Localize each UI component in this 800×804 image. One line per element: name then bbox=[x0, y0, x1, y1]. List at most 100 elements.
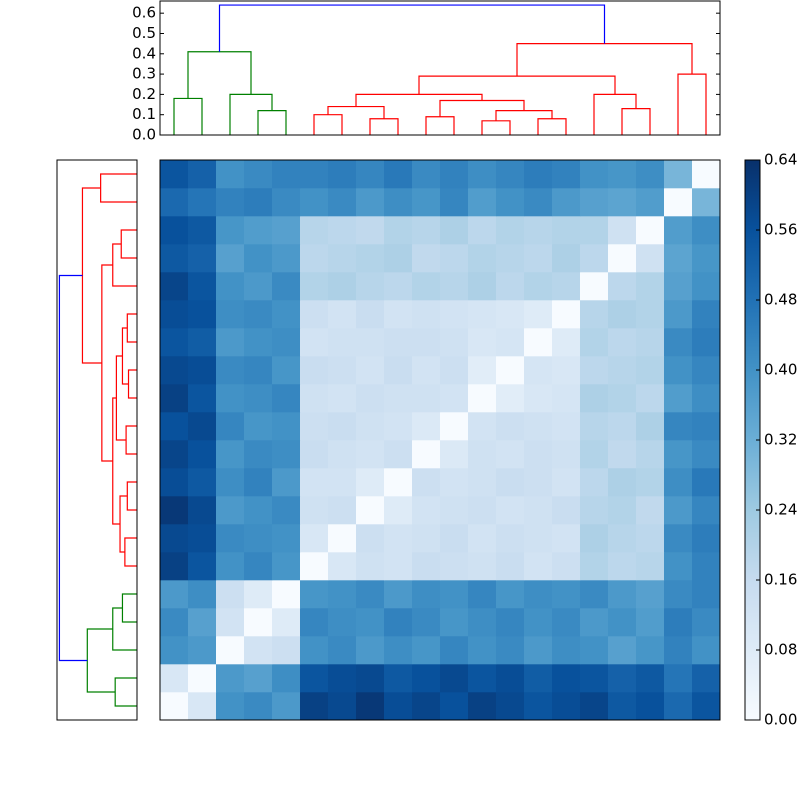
y-tick-label: 0.5 bbox=[132, 24, 156, 42]
heatmap-cell bbox=[636, 188, 665, 217]
heatmap-cell bbox=[244, 188, 273, 217]
heatmap-cell bbox=[216, 664, 245, 693]
heatmap-cell bbox=[272, 496, 301, 525]
heatmap-cell bbox=[300, 384, 329, 413]
heatmap-cell bbox=[580, 692, 609, 721]
heatmap-cell bbox=[412, 356, 441, 385]
heatmap-cell bbox=[244, 468, 273, 497]
heatmap-cell bbox=[692, 412, 721, 441]
heatmap-cell bbox=[692, 160, 721, 189]
heatmap-cell bbox=[216, 440, 245, 469]
heatmap-cell bbox=[188, 636, 217, 665]
heatmap-cell bbox=[496, 356, 525, 385]
heatmap-cell bbox=[552, 160, 581, 189]
heatmap-cell bbox=[328, 300, 357, 329]
heatmap-cell bbox=[300, 300, 329, 329]
heatmap-cell bbox=[636, 384, 665, 413]
heatmap-cell bbox=[328, 356, 357, 385]
heatmap-cell bbox=[244, 412, 273, 441]
heatmap-cell bbox=[412, 188, 441, 217]
heatmap-cell bbox=[328, 524, 357, 553]
heatmap-cell bbox=[636, 216, 665, 245]
heatmap-cell bbox=[636, 300, 665, 329]
heatmap-cell bbox=[216, 384, 245, 413]
dendrogram-link bbox=[173, 97, 203, 135]
heatmap-cell bbox=[160, 580, 189, 609]
heatmap-cell bbox=[636, 552, 665, 581]
heatmap-cell bbox=[272, 160, 301, 189]
dendrogram-link bbox=[58, 274, 88, 662]
heatmap-cell bbox=[664, 356, 693, 385]
heatmap-cell bbox=[356, 524, 385, 553]
heatmap-cell bbox=[692, 188, 721, 217]
heatmap-cell bbox=[468, 188, 497, 217]
heatmap-cell bbox=[608, 496, 637, 525]
heatmap-cell bbox=[692, 440, 721, 469]
heatmap-cell bbox=[496, 160, 525, 189]
heatmap-cell bbox=[328, 552, 357, 581]
heatmap-cell bbox=[384, 692, 413, 721]
heatmap-cell bbox=[244, 636, 273, 665]
heatmap-cell bbox=[244, 524, 273, 553]
heatmap-cell bbox=[692, 244, 721, 273]
heatmap-cell bbox=[188, 160, 217, 189]
heatmap-cell bbox=[524, 552, 553, 581]
heatmap-cell bbox=[356, 244, 385, 273]
heatmap-cell bbox=[300, 356, 329, 385]
heatmap-cell bbox=[384, 524, 413, 553]
heatmap-cell bbox=[160, 328, 189, 357]
heatmap-cell bbox=[468, 608, 497, 637]
y-tick-label: 0.6 bbox=[132, 4, 156, 22]
heatmap-cell bbox=[272, 244, 301, 273]
heatmap-cell bbox=[440, 468, 469, 497]
heatmap-cell bbox=[272, 328, 301, 357]
y-tick-label: 0.3 bbox=[132, 65, 156, 83]
heatmap-cell bbox=[496, 384, 525, 413]
heatmap-cell bbox=[692, 664, 721, 693]
heatmap-cell bbox=[300, 216, 329, 245]
heatmap-cell bbox=[440, 356, 469, 385]
heatmap-cell bbox=[468, 244, 497, 273]
heatmap-cell bbox=[636, 356, 665, 385]
heatmap-cell bbox=[188, 552, 217, 581]
heatmap-cell bbox=[608, 300, 637, 329]
heatmap-cell bbox=[160, 524, 189, 553]
heatmap-cell bbox=[496, 496, 525, 525]
heatmap-cell bbox=[496, 552, 525, 581]
heatmap-cell bbox=[580, 160, 609, 189]
heatmap-cell bbox=[552, 692, 581, 721]
heatmap-cell bbox=[552, 328, 581, 357]
heatmap-cell bbox=[552, 272, 581, 301]
heatmap-cell bbox=[244, 608, 273, 637]
heatmap-cell bbox=[412, 552, 441, 581]
heatmap-cell bbox=[440, 580, 469, 609]
heatmap-cell bbox=[272, 524, 301, 553]
heatmap-cell bbox=[524, 468, 553, 497]
heatmap-cell bbox=[664, 552, 693, 581]
colorbar-tick-label: 0.00 bbox=[764, 711, 797, 729]
heatmap-cell bbox=[412, 608, 441, 637]
heatmap-cell bbox=[496, 328, 525, 357]
heatmap-cell bbox=[496, 468, 525, 497]
heatmap-cell bbox=[272, 272, 301, 301]
heatmap-cell bbox=[608, 244, 637, 273]
heatmap-cell bbox=[664, 328, 693, 357]
heatmap-cell bbox=[636, 328, 665, 357]
heatmap-cell bbox=[440, 188, 469, 217]
heatmap-cell bbox=[272, 692, 301, 721]
heatmap-cell bbox=[664, 412, 693, 441]
heatmap-cell bbox=[300, 580, 329, 609]
heatmap-cell bbox=[608, 664, 637, 693]
heatmap-cell bbox=[524, 272, 553, 301]
heatmap-cell bbox=[440, 440, 469, 469]
heatmap-cell bbox=[328, 496, 357, 525]
heatmap-cell bbox=[300, 496, 329, 525]
heatmap-cell bbox=[160, 692, 189, 721]
heatmap-cell bbox=[356, 160, 385, 189]
heatmap-cell bbox=[188, 188, 217, 217]
dendrogram-link bbox=[112, 397, 121, 525]
heatmap-cell bbox=[524, 216, 553, 245]
heatmap-cell bbox=[216, 188, 245, 217]
heatmap-cell bbox=[636, 524, 665, 553]
heatmap-cell bbox=[188, 356, 217, 385]
